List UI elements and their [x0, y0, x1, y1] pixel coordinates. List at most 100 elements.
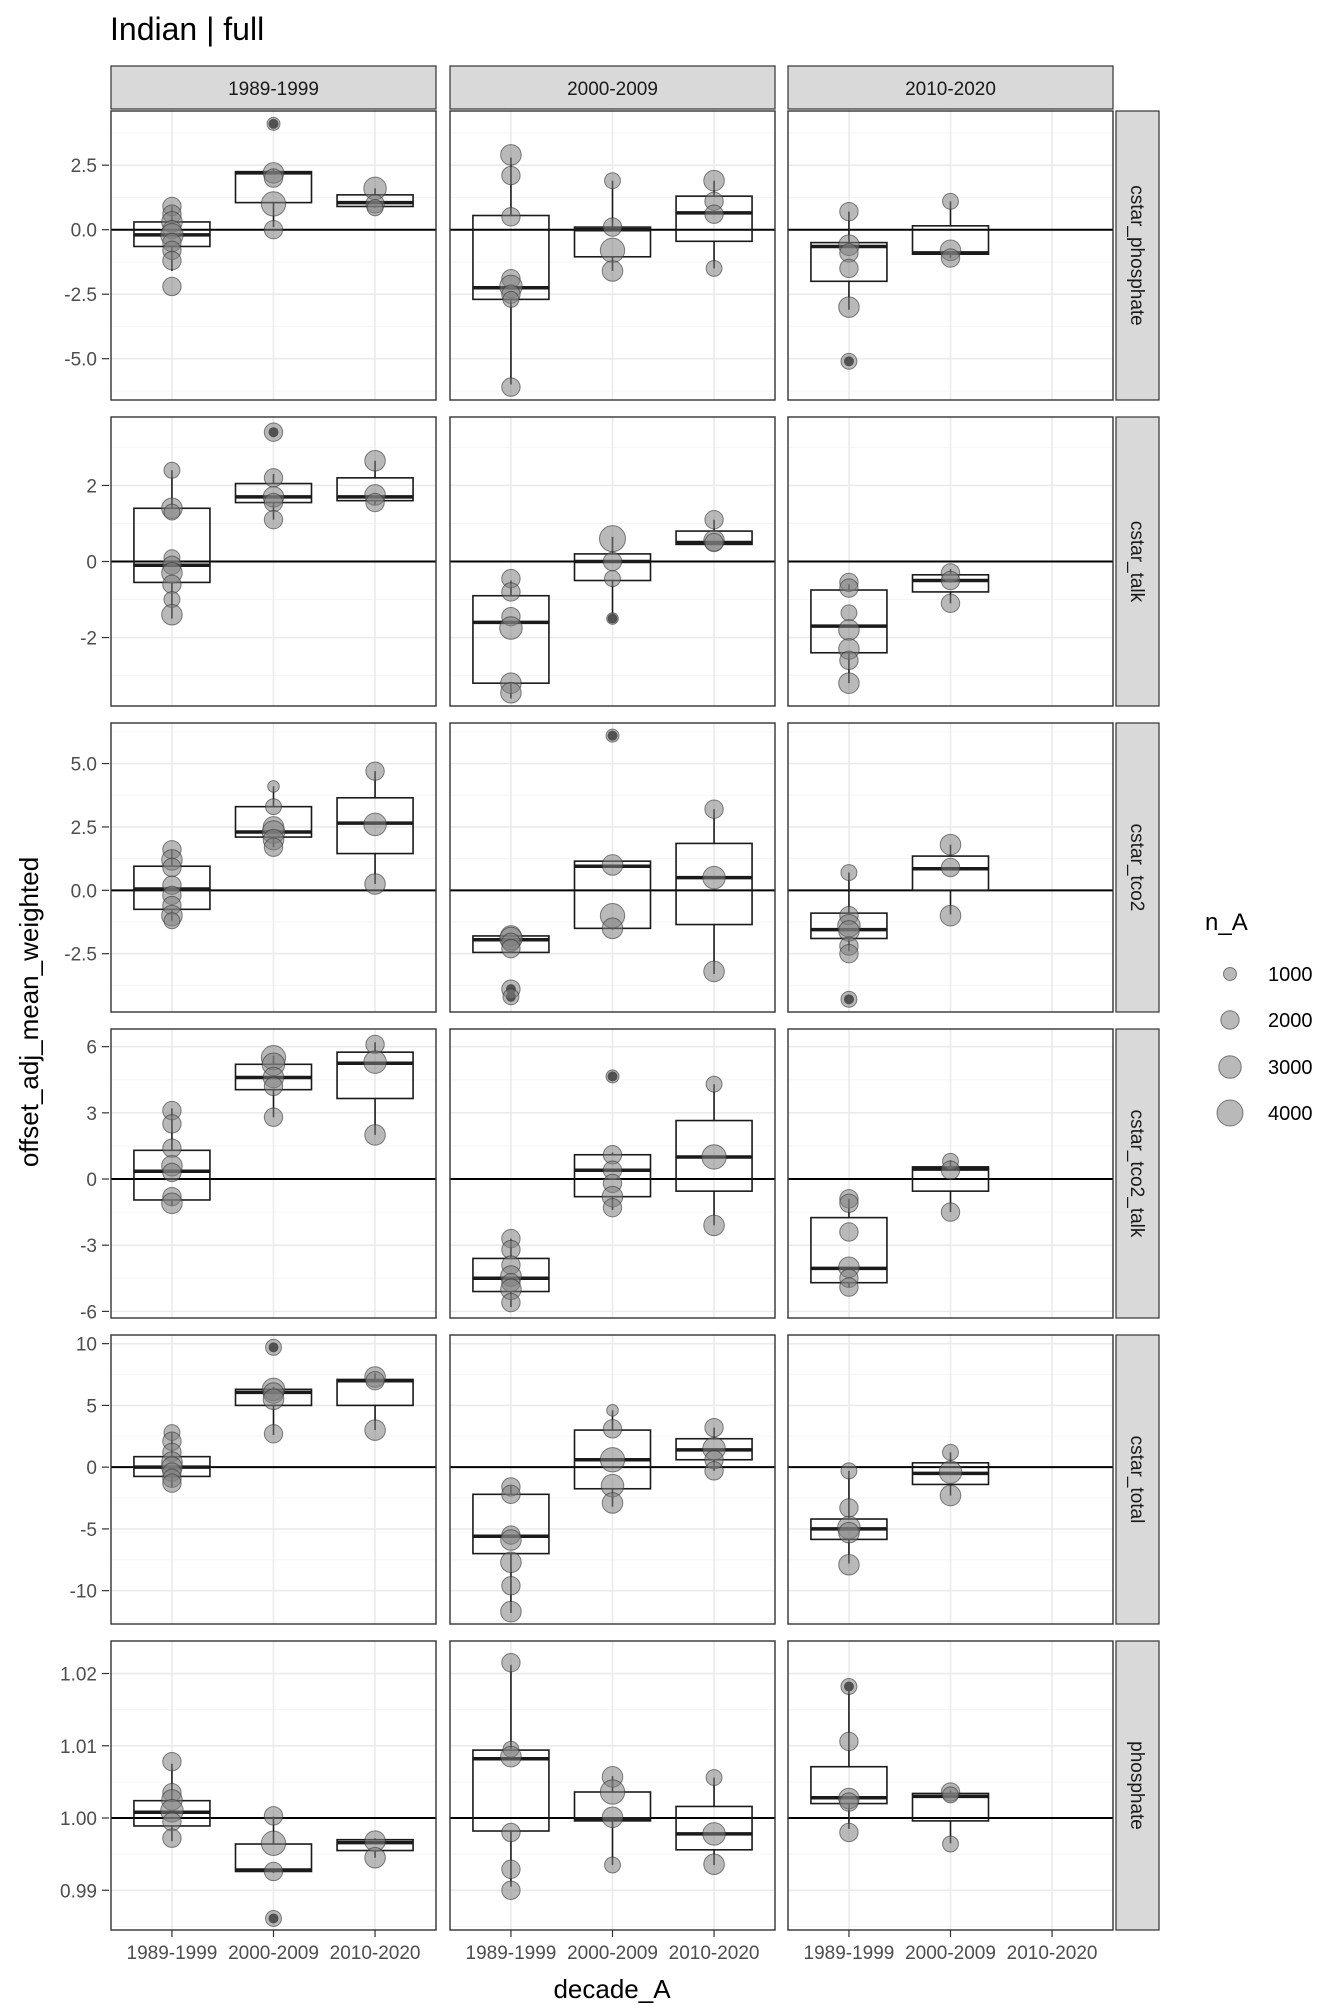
data-point: [364, 1846, 386, 1869]
data-point: [162, 1138, 182, 1158]
panel-phosphate-2010-2020: [787, 1640, 1114, 1931]
data-point: [839, 1822, 859, 1843]
data-point: [162, 1811, 182, 1832]
data-point: [705, 259, 723, 277]
y-tick-label: -5.0: [64, 350, 97, 371]
column-strip-bg: [787, 65, 1114, 110]
data-point: [839, 578, 859, 598]
data-point: [602, 1198, 623, 1218]
data-point: [263, 1806, 284, 1826]
box-group-2000-2009: [573, 1069, 652, 1218]
box-group-1989-1999: [472, 568, 550, 704]
box-group-2010-2020: [675, 799, 753, 983]
data-point: [601, 260, 624, 282]
panel-border: [449, 1334, 776, 1625]
x-axis: 1989-1999 2000-2009 2010-2020 1989-1999 2000…: [127, 1930, 1098, 1964]
column-strip-label: 1989-1999: [228, 79, 319, 100]
data-point: [162, 1162, 182, 1183]
x-tick-label: 2010-2020: [669, 1943, 760, 1964]
panel-border: [787, 1334, 1114, 1625]
data-point: [162, 574, 182, 595]
data-point: [602, 217, 623, 237]
data-point: [502, 290, 520, 308]
data-point: [599, 1447, 626, 1473]
data-point: [840, 1678, 858, 1695]
panel-cstar_total-1989-1999: [110, 1334, 437, 1625]
data-point: [942, 1835, 959, 1853]
panel-cstar_talk-1989-1999: [110, 416, 437, 707]
panel-cstar_phosphate-2000-2009: [449, 110, 776, 401]
data-point: [940, 570, 961, 591]
data-point: [501, 207, 521, 227]
box-group-2000-2009: [911, 833, 990, 927]
data-point: [942, 192, 959, 210]
box-group-2000-2009: [573, 525, 652, 625]
data-point: [840, 1462, 858, 1480]
data-point: [161, 1192, 183, 1215]
panel-cstar_tco2_talk-2000-2009: [449, 1028, 776, 1319]
data-point: [163, 912, 181, 930]
data-point: [263, 168, 284, 188]
data-point: [839, 1792, 859, 1812]
y-tick-label: 1.00: [60, 1809, 97, 1830]
panel-border: [787, 722, 1114, 1013]
data-point: [702, 865, 726, 890]
data-point: [263, 1424, 284, 1444]
data-point: [500, 681, 522, 704]
y-tick-label: -3: [80, 1236, 97, 1257]
box-group-2000-2009: [911, 1443, 990, 1507]
column-strips: 1989-1999 2000-2009 2010-2020: [110, 65, 1114, 110]
data-point: [501, 1484, 521, 1505]
box-group-2010-2020: [336, 761, 414, 895]
legend-label: 1000: [1268, 964, 1313, 986]
x-tick-label: 2010-2020: [1007, 1943, 1098, 1964]
row-strip-label: cstar_total: [1126, 1436, 1147, 1524]
size-legend: n_A 1000 2000 3000 4000: [1205, 909, 1313, 1127]
data-point: [839, 258, 859, 279]
box-group-1989-1999: [472, 925, 550, 1006]
x-tick-label: 2000-2009: [905, 1943, 996, 1964]
data-point: [364, 449, 386, 472]
box: [336, 796, 414, 855]
data-point: [599, 525, 626, 553]
box-group-1989-1999: [810, 572, 888, 694]
data-point: [265, 798, 282, 816]
data-point: [839, 1498, 859, 1518]
panel-cstar_phosphate-1989-1999: [110, 110, 437, 401]
panel-cstar_talk-2000-2009: [449, 416, 776, 707]
box-group-1989-1999: [472, 1228, 550, 1313]
x-tick-label: 1989-1999: [127, 1943, 218, 1964]
data-point: [839, 1277, 859, 1297]
data-point: [501, 1880, 521, 1900]
data-point: [838, 296, 860, 318]
data-point: [262, 1388, 285, 1411]
x-tick-label: 2000-2009: [567, 1943, 658, 1964]
box-group-2000-2009: [911, 563, 990, 614]
data-point: [703, 169, 725, 192]
x-tick-label: 1989-1999: [466, 1943, 557, 1964]
data-point: [704, 532, 724, 553]
box-group-2010-2020: [675, 1769, 753, 1876]
panel-border: [110, 416, 437, 707]
box: [675, 842, 753, 926]
row-strip-label: cstar_talk: [1126, 521, 1147, 603]
y-tick-label: -6: [80, 1302, 97, 1323]
data-point: [365, 1371, 385, 1391]
box-group-1989-1999: [133, 840, 211, 930]
row-strip-label: phosphate: [1126, 1741, 1147, 1830]
box-group-1989-1999: [133, 461, 211, 626]
legend-key: [1216, 1099, 1244, 1127]
data-point: [265, 1338, 282, 1356]
y-tick-label: 0.0: [71, 881, 97, 902]
box-group-1989-1999: [133, 1424, 211, 1493]
box-group-1989-1999: [472, 144, 550, 397]
panel-cstar_tco2_talk-1989-1999: [110, 1028, 437, 1319]
panel-border: [110, 1028, 437, 1319]
data-point: [703, 960, 725, 983]
box-group-2000-2009: [234, 1338, 313, 1444]
data-point: [162, 1751, 182, 1772]
legend-label: 4000: [1268, 1103, 1313, 1125]
panel-cstar_phosphate-2010-2020: [787, 110, 1114, 401]
y-tick-label: 2.5: [71, 818, 97, 839]
